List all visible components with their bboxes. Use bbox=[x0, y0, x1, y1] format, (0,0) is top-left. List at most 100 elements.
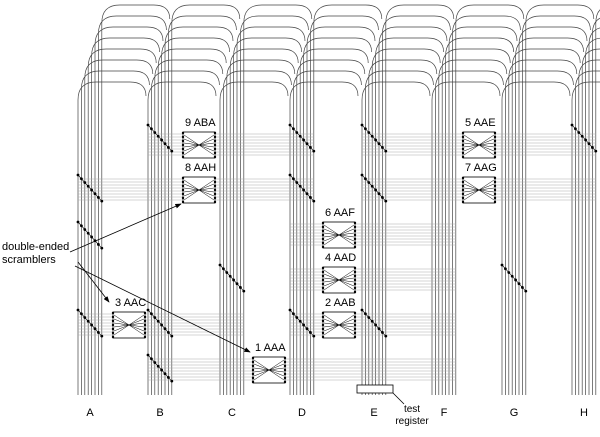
bus-wire bbox=[168, 15, 237, 395]
scrambler-pin bbox=[321, 237, 325, 241]
bus-wire bbox=[233, 37, 302, 395]
scrambler-pin bbox=[461, 192, 465, 196]
diagonal-pin bbox=[295, 131, 299, 134]
bus-wire bbox=[515, 37, 584, 395]
scrambler-pin bbox=[353, 311, 357, 315]
scrambler-pin bbox=[321, 327, 325, 331]
diagonal-pin bbox=[160, 368, 164, 372]
scrambler-pin bbox=[143, 327, 147, 331]
diagonal-pin bbox=[360, 308, 364, 312]
diagonal-pin bbox=[167, 331, 170, 334]
diagonal-pin bbox=[574, 127, 577, 131]
diagonal-pin bbox=[360, 173, 364, 177]
scrambler-pin bbox=[181, 176, 185, 180]
scrambler-pin bbox=[493, 196, 497, 200]
scrambler-pin bbox=[181, 151, 185, 155]
scrambler-label: 7 AAG bbox=[465, 162, 497, 174]
scrambler-label: 3 AAC bbox=[115, 297, 146, 309]
diagonal-pin bbox=[86, 184, 90, 188]
scrambler-pin bbox=[321, 286, 325, 290]
diagonal-pin bbox=[170, 334, 174, 338]
bus-wire bbox=[365, 70, 434, 395]
scrambler-wire bbox=[323, 269, 355, 291]
scrambler-pin bbox=[213, 184, 217, 188]
scrambler-pin bbox=[143, 335, 147, 339]
bus-wire bbox=[98, 15, 167, 395]
bus-wire bbox=[236, 26, 306, 395]
diagonal-pin bbox=[83, 228, 87, 231]
scrambler-pin bbox=[353, 282, 357, 286]
bus-wire bbox=[368, 59, 438, 395]
scrambler-pin bbox=[283, 380, 287, 384]
bus-wire bbox=[501, 81, 571, 395]
diagonal-pin bbox=[364, 127, 367, 131]
test-register-label: test bbox=[404, 404, 420, 415]
diagonal-pin bbox=[153, 361, 157, 364]
scrambler-pin bbox=[321, 233, 325, 237]
diagonal-pin bbox=[76, 220, 80, 224]
bus-wire bbox=[81, 70, 150, 395]
diagonal-pin bbox=[384, 149, 388, 153]
diagonal-pin bbox=[302, 138, 305, 142]
diagonal-pin bbox=[97, 331, 100, 334]
diagonal-pin bbox=[384, 199, 388, 203]
diagonal-pin bbox=[309, 331, 312, 334]
diagonal-pin bbox=[100, 246, 104, 250]
diagonal-pin bbox=[80, 224, 83, 228]
diagonal-pin bbox=[312, 199, 316, 203]
scrambler-pin bbox=[213, 147, 217, 151]
bus-wire bbox=[91, 37, 160, 395]
diagonal-pin bbox=[377, 142, 381, 146]
bus-wire bbox=[505, 70, 574, 395]
scrambler-pin bbox=[321, 229, 325, 233]
diagonal-pin bbox=[288, 173, 292, 177]
bus-wire bbox=[435, 70, 504, 395]
diagonal-pin bbox=[298, 184, 302, 188]
arrow bbox=[392, 392, 405, 405]
diagonal-pin bbox=[374, 138, 377, 142]
diagonal-pin bbox=[83, 316, 87, 319]
scrambler-label: 5 AAE bbox=[465, 117, 496, 129]
diagonal-pin bbox=[167, 376, 170, 379]
diagonal-pin bbox=[97, 243, 100, 246]
diagonal-pin bbox=[292, 312, 295, 316]
scrambler-pin bbox=[461, 180, 465, 184]
diagonal-pin bbox=[381, 331, 384, 334]
test-register-box bbox=[356, 384, 394, 394]
diagonal-pin bbox=[90, 323, 93, 327]
diagonal-pin bbox=[524, 289, 528, 293]
scrambler-pin bbox=[251, 372, 255, 376]
scrambler-pin bbox=[353, 323, 357, 327]
scrambler-pin bbox=[143, 311, 147, 315]
scrambler-wire bbox=[253, 359, 285, 381]
scrambler-pin bbox=[353, 229, 357, 233]
diagonal-pin bbox=[156, 134, 160, 138]
scrambler-pin bbox=[321, 311, 325, 315]
scrambler-pin bbox=[283, 364, 287, 368]
scrambler-pin bbox=[283, 368, 287, 372]
scrambler-pin bbox=[461, 147, 465, 151]
scrambler-pin bbox=[111, 331, 115, 335]
bus-wire bbox=[431, 81, 501, 395]
diagonal-pin bbox=[367, 131, 371, 134]
diagonal-pin bbox=[90, 188, 93, 192]
diagonal-pin bbox=[381, 196, 384, 199]
scrambler-pin bbox=[353, 233, 357, 237]
diagonal-pin bbox=[507, 271, 511, 274]
diagonal-pin bbox=[377, 192, 381, 196]
scrambler-pin bbox=[353, 335, 357, 339]
arrow bbox=[77, 261, 110, 303]
scrambler-pin bbox=[283, 360, 287, 364]
scrambler-pin bbox=[321, 335, 325, 339]
scrambler-pin bbox=[181, 196, 185, 200]
diagonal-pin bbox=[298, 134, 302, 138]
bus-wire bbox=[522, 15, 591, 395]
scrambler-pin bbox=[181, 184, 185, 188]
diagonal-pin bbox=[222, 267, 225, 271]
scrambler-pin bbox=[251, 368, 255, 372]
scrambler-pin bbox=[461, 200, 465, 204]
bus-wire bbox=[171, 4, 241, 395]
diagonal-pin bbox=[80, 177, 83, 181]
bus-wire bbox=[296, 59, 366, 395]
